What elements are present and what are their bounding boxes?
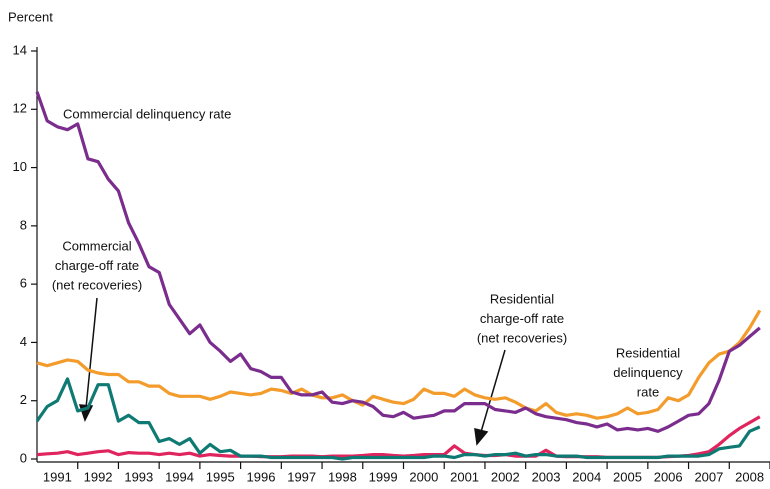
x-tick-label: 2004 bbox=[572, 469, 601, 484]
y-tick-label: 10 bbox=[13, 159, 27, 174]
x-tick-label: 1991 bbox=[43, 469, 72, 484]
arrow bbox=[480, 349, 506, 433]
y-tick-label: 2 bbox=[20, 392, 27, 407]
x-tick-label: 1999 bbox=[369, 469, 398, 484]
series-line bbox=[36, 309, 762, 420]
y-tick-label: 6 bbox=[20, 276, 27, 291]
arrows bbox=[78, 297, 506, 446]
x-tick-label: 1992 bbox=[84, 469, 113, 484]
x-tick-label: 1997 bbox=[287, 469, 316, 484]
y-tick-label: 4 bbox=[20, 334, 27, 349]
y-tick-label: 8 bbox=[20, 217, 27, 232]
annotation: (net recoveries) bbox=[477, 330, 567, 345]
series-line bbox=[35, 91, 761, 433]
x-tick-label: 2003 bbox=[532, 469, 561, 484]
annotation: Residential bbox=[490, 291, 554, 306]
x-tick-label: 2002 bbox=[491, 469, 520, 484]
x-tick-label: 2008 bbox=[735, 469, 764, 484]
x-tick-label: 1998 bbox=[328, 469, 357, 484]
x-tick-label: 1994 bbox=[165, 469, 194, 484]
x-tick-label: 2006 bbox=[654, 469, 683, 484]
series-line bbox=[35, 377, 761, 461]
x-tick-label: 2001 bbox=[450, 469, 479, 484]
x-tick-label: 2005 bbox=[613, 469, 642, 484]
annotation: Commercial delinquency rate bbox=[63, 106, 231, 121]
x-tick-label: 1993 bbox=[124, 469, 153, 484]
y-tick-label: 12 bbox=[13, 101, 27, 116]
x-tick-label: 2000 bbox=[409, 469, 438, 484]
annotation: delinquency bbox=[613, 365, 683, 380]
annotation: Residential bbox=[616, 345, 680, 360]
annotation: rate bbox=[637, 384, 659, 399]
y-tick-label: 14 bbox=[13, 42, 27, 57]
y-axis-label: Percent bbox=[8, 9, 53, 24]
x-tick-label: 2007 bbox=[694, 469, 723, 484]
annotation: charge-off rate bbox=[55, 258, 139, 273]
annotation: (net recoveries) bbox=[52, 277, 142, 292]
arrow-head bbox=[474, 428, 489, 446]
x-tick-label: 1995 bbox=[206, 469, 235, 484]
annotation: Commercial bbox=[62, 238, 131, 253]
arrow bbox=[85, 297, 98, 409]
y-tick-label: 0 bbox=[20, 450, 27, 465]
annotation: charge-off rate bbox=[480, 311, 564, 326]
x-tick-label: 1996 bbox=[247, 469, 276, 484]
